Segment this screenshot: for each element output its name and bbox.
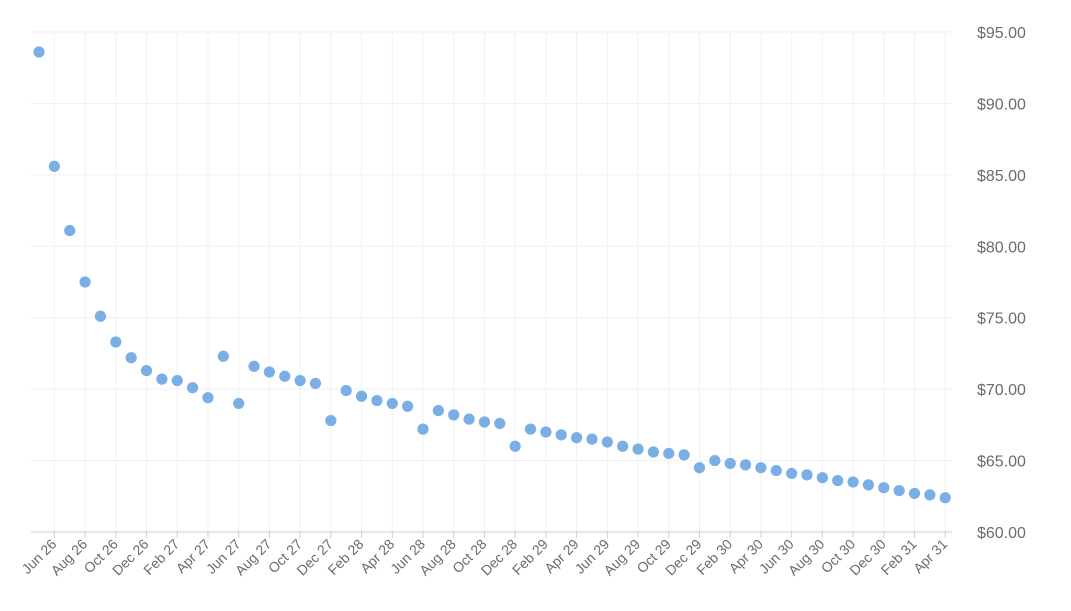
- data-point[interactable]: [509, 440, 521, 452]
- data-point[interactable]: [555, 429, 567, 441]
- data-point[interactable]: [171, 374, 183, 387]
- data-point[interactable]: [463, 413, 475, 425]
- y-tick-label: $95.00: [977, 25, 1026, 42]
- data-point[interactable]: [478, 416, 491, 428]
- x-tick-label: Feb 31: [878, 536, 920, 578]
- data-point[interactable]: [156, 373, 168, 385]
- data-point[interactable]: [33, 46, 45, 58]
- y-tick-label: $85.00: [977, 168, 1026, 185]
- data-point[interactable]: [617, 440, 629, 452]
- data-point[interactable]: [64, 224, 76, 237]
- data-point[interactable]: [908, 487, 921, 500]
- data-point[interactable]: [939, 492, 951, 504]
- data-point[interactable]: [402, 400, 414, 412]
- data-point[interactable]: [755, 462, 767, 474]
- data-point[interactable]: [294, 374, 306, 387]
- x-axis: [31, 531, 952, 538]
- data-point[interactable]: [801, 469, 813, 481]
- data-point[interactable]: [693, 462, 706, 474]
- data-point[interactable]: [309, 377, 322, 390]
- data-point[interactable]: [94, 310, 107, 322]
- gridlines: [31, 31, 952, 532]
- data-point[interactable]: [524, 423, 537, 435]
- data-point[interactable]: [125, 352, 137, 364]
- data-point[interactable]: [494, 417, 506, 430]
- y-tick-label: $65.00: [977, 454, 1026, 471]
- data-point[interactable]: [432, 404, 444, 417]
- x-tick-label: Feb 28: [325, 536, 367, 578]
- data-point[interactable]: [862, 479, 875, 491]
- data-point[interactable]: [632, 443, 644, 455]
- data-point[interactable]: [832, 474, 844, 487]
- data-point[interactable]: [601, 436, 613, 448]
- data-point[interactable]: [647, 446, 660, 458]
- data-point[interactable]: [847, 476, 859, 488]
- y-axis-labels: $60.00 $65.00 $70.00 $75.00 $80.00 $85.00 $90.…: [977, 25, 1026, 542]
- data-point[interactable]: [878, 482, 890, 494]
- data-point[interactable]: [217, 350, 229, 362]
- data-point[interactable]: [110, 336, 122, 348]
- data-point[interactable]: [663, 447, 675, 460]
- x-tick-label: Apr 31: [910, 536, 951, 577]
- data-point[interactable]: [233, 397, 245, 410]
- data-point[interactable]: [79, 276, 91, 288]
- y-tick-label: $80.00: [977, 239, 1026, 256]
- data-point[interactable]: [248, 360, 260, 372]
- x-tick-label: Feb 27: [140, 536, 182, 578]
- data-point[interactable]: [709, 454, 721, 467]
- y-tick-label: $90.00: [977, 96, 1026, 113]
- data-points: [33, 46, 951, 504]
- data-point[interactable]: [586, 433, 598, 445]
- data-point[interactable]: [571, 432, 583, 444]
- data-point[interactable]: [816, 472, 828, 484]
- data-point[interactable]: [893, 484, 905, 497]
- data-point[interactable]: [325, 414, 337, 427]
- x-tick-label: Feb 29: [509, 536, 551, 578]
- data-point[interactable]: [340, 384, 352, 397]
- x-tick-label: Feb 30: [693, 536, 735, 578]
- y-tick-label: $60.00: [977, 525, 1026, 542]
- data-point[interactable]: [924, 489, 936, 501]
- data-point[interactable]: [770, 464, 782, 477]
- data-point[interactable]: [371, 394, 383, 407]
- data-point[interactable]: [724, 457, 736, 470]
- data-point[interactable]: [355, 390, 368, 402]
- data-point[interactable]: [786, 467, 798, 480]
- data-point[interactable]: [202, 392, 214, 404]
- data-point[interactable]: [678, 449, 690, 461]
- data-point[interactable]: [386, 397, 398, 410]
- y-tick-label: $75.00: [977, 311, 1026, 328]
- data-point[interactable]: [739, 459, 752, 471]
- data-point[interactable]: [140, 364, 153, 377]
- data-point[interactable]: [48, 160, 60, 172]
- data-point[interactable]: [448, 409, 460, 421]
- data-point[interactable]: [279, 370, 291, 382]
- data-point[interactable]: [417, 423, 429, 435]
- data-point[interactable]: [540, 426, 552, 438]
- y-tick-label: $70.00: [977, 382, 1026, 399]
- data-point[interactable]: [263, 366, 275, 378]
- data-point[interactable]: [187, 382, 199, 394]
